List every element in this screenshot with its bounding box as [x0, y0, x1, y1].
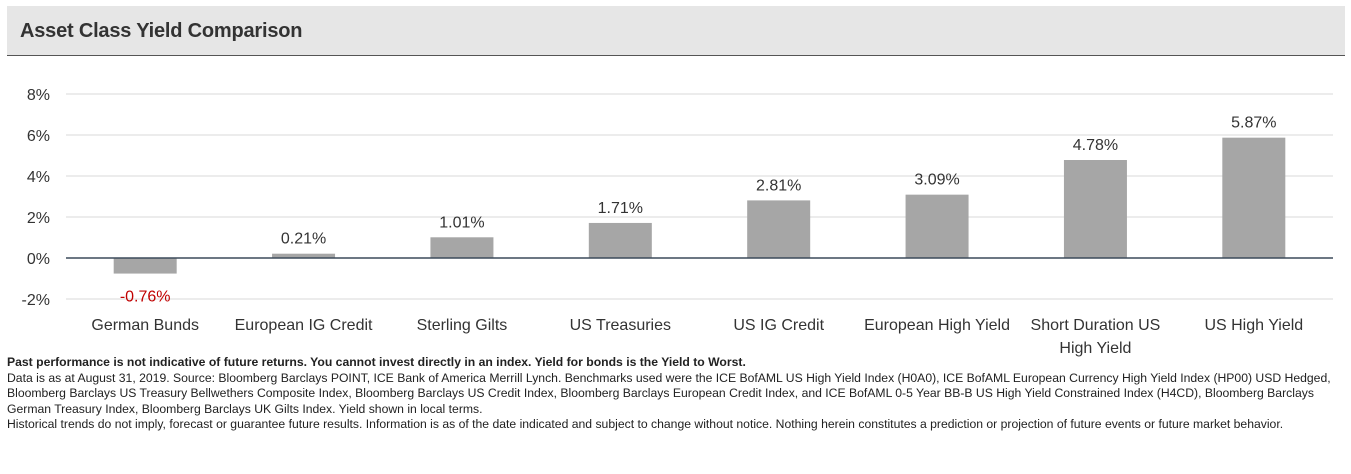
sources-text: Data is as at August 31, 2019. Source: B…	[7, 370, 1331, 416]
data-label: 1.01%	[439, 214, 484, 231]
bar-chart: -2% 0% 2% 4% 6% 8% -0.76% German Bunds 0.21% Euro…	[22, 87, 1333, 357]
x-tick-label: US Treasuries	[570, 317, 671, 334]
x-tick-label: European IG Credit	[235, 317, 373, 334]
chart-title-bar: Asset Class Yield Comparison	[7, 6, 1345, 56]
data-label: 2.81%	[756, 177, 801, 194]
x-tick-label: High Yield	[1059, 340, 1131, 357]
bar	[430, 237, 494, 258]
data-label: 1.71%	[598, 200, 643, 217]
bar	[905, 194, 969, 258]
x-tick-label: Short Duration US	[1031, 317, 1161, 334]
footnotes: Past performance is not indicative of fu…	[7, 355, 1345, 433]
data-label: 4.78%	[1073, 137, 1118, 154]
bar	[113, 258, 177, 274]
bar	[1222, 137, 1286, 258]
historical-text: Historical trends do not imply, forecast…	[7, 417, 1284, 432]
bar	[1063, 160, 1127, 258]
data-label: 3.09%	[914, 172, 959, 189]
bar	[588, 222, 652, 258]
y-tick-label: 2%	[27, 210, 50, 227]
x-tick-label: European High Yield	[864, 317, 1010, 334]
x-tick-label: US High Yield	[1204, 317, 1303, 334]
y-tick-label: 6%	[27, 128, 50, 145]
x-tick-label: Sterling Gilts	[417, 317, 508, 334]
x-tick-label: US IG Credit	[733, 317, 824, 334]
disclaimer-text: Past performance is not indicative of fu…	[7, 355, 746, 369]
data-label: -0.76%	[120, 289, 171, 306]
bar	[272, 253, 336, 258]
x-tick-label: German Bunds	[91, 317, 199, 334]
data-label: 5.87%	[1231, 115, 1276, 132]
data-label: 0.21%	[281, 231, 326, 248]
y-tick-label: 8%	[27, 87, 50, 104]
y-tick-label: 0%	[27, 251, 50, 268]
chart-title: Asset Class Yield Comparison	[20, 20, 303, 42]
y-tick-label: -2%	[22, 292, 50, 309]
bar	[747, 200, 811, 258]
y-tick-label: 4%	[27, 169, 50, 186]
